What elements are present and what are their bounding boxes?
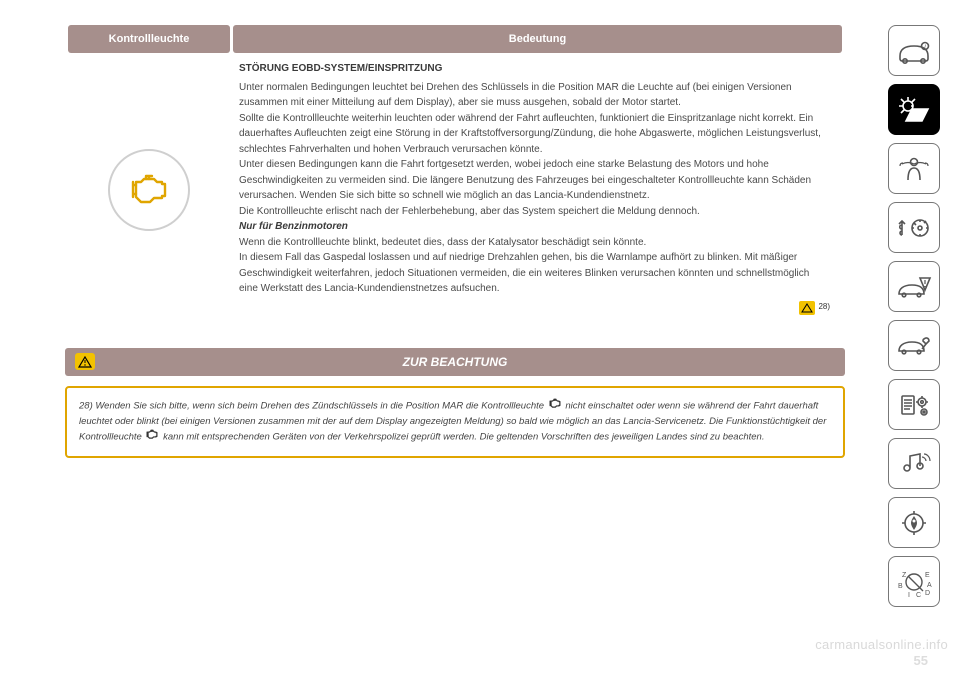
tab-starting-driving[interactable] (888, 202, 940, 253)
paragraph-3: Unter diesen Bedingungen kann die Fahrt … (239, 159, 811, 201)
engine-warning-icon (108, 149, 190, 231)
watermark-text: carmanualsonline.info (815, 637, 948, 652)
tab-multimedia[interactable] (888, 438, 940, 489)
page-number: 55 (914, 653, 928, 668)
footnote-badge: 28) (799, 301, 830, 315)
attention-header-text: ZUR BEACHTUNG (403, 355, 508, 369)
tab-vehicle-info[interactable]: i (888, 25, 940, 76)
section-title: STÖRUNG EOBD-SYSTEM/EINSPRITZUNG (239, 61, 830, 77)
paragraph-2: Sollte die Kontrollleuchte weiterhin leu… (239, 113, 821, 155)
col-header-left: Kontrollleuchte (68, 25, 230, 53)
engine-warning-icon (548, 398, 562, 414)
paragraph-1: Unter normalen Bedingungen leuchtet bei … (239, 82, 792, 109)
sidebar-tabs: i ZBIC EAD (888, 25, 940, 607)
warning-triangle-icon (799, 301, 815, 315)
footnote-row: 28) (239, 297, 830, 319)
svg-text:Z: Z (902, 572, 907, 579)
paragraph-6: In diesem Fall das Gaspedal loslassen un… (239, 252, 809, 294)
manual-page: Kontrollleuchte Bedeutung (0, 0, 960, 678)
tab-emergency[interactable] (888, 261, 940, 312)
svg-text:I: I (908, 592, 910, 599)
tab-warning-lights[interactable] (888, 84, 940, 135)
engine-warning-icon (145, 429, 159, 445)
notice-box: 28) Wenden Sie sich bitte, wenn sich bei… (65, 386, 845, 458)
svg-text:E: E (925, 572, 930, 579)
tab-navigation[interactable] (888, 497, 940, 548)
svg-text:A: A (927, 582, 932, 589)
icon-cell (68, 53, 230, 326)
main-content: Kontrollleuchte Bedeutung (65, 25, 845, 458)
paragraph-4: Die Kontrollleuchte erlischt nach der Fe… (239, 206, 700, 217)
col-header-right: Bedeutung (233, 25, 842, 53)
attention-header: ZUR BEACHTUNG (65, 348, 845, 376)
notice-text-a: 28) Wenden Sie sich bitte, wenn sich bei… (79, 401, 547, 412)
tab-maintenance[interactable] (888, 320, 940, 371)
svg-text:D: D (925, 590, 930, 597)
notice-text-c: kann mit entsprechenden Geräten von der … (163, 432, 764, 443)
tab-safety[interactable] (888, 143, 940, 194)
warning-triangle-icon (75, 353, 95, 370)
svg-text:C: C (916, 592, 921, 599)
description-cell: STÖRUNG EOBD-SYSTEM/EINSPRITZUNG Unter n… (233, 53, 842, 326)
tab-index[interactable]: ZBIC EAD (888, 556, 940, 607)
svg-text:B: B (898, 583, 903, 590)
paragraph-5: Wenn die Kontrollleuchte blinkt, bedeute… (239, 237, 646, 248)
tab-technical-data[interactable] (888, 379, 940, 430)
warning-table: Kontrollleuchte Bedeutung (65, 25, 845, 326)
footnote-number: 28) (818, 301, 830, 313)
sub-title: Nur für Benzinmotoren (239, 221, 348, 232)
